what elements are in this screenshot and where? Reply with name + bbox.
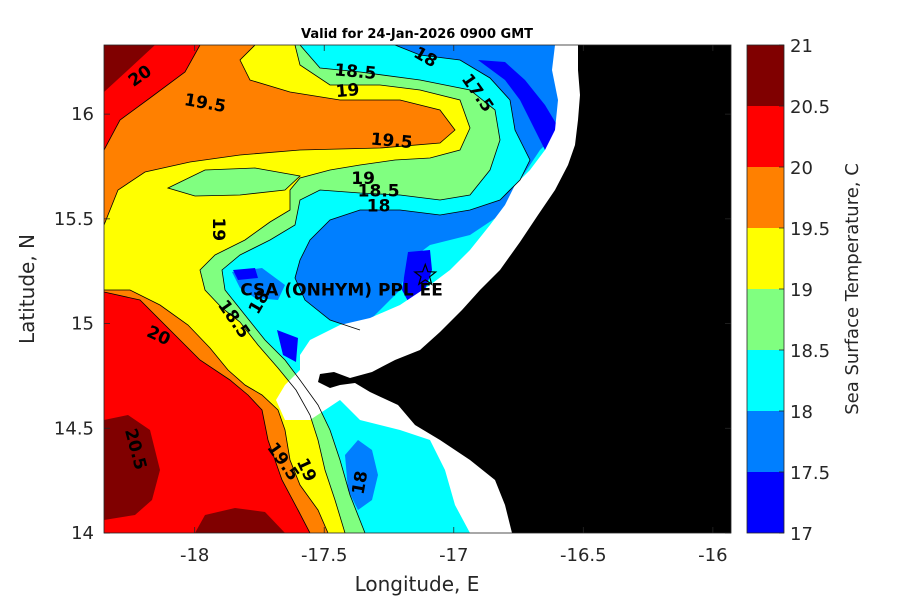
colorbar-label: Sea Surface Temperature, C — [842, 163, 863, 415]
contour-line — [104, 45, 201, 151]
colorbar-segment — [747, 106, 784, 167]
contour-label: 18.5 — [334, 60, 378, 84]
colorbar: 17 17.5 18 18.5 19 19.5 20 20.5 21 — [746, 36, 830, 545]
colorbar-segment — [747, 167, 784, 228]
colorbar-segment — [747, 228, 784, 289]
sst-band-17-17.5-west — [277, 330, 298, 362]
colorbar-tick-label: 17 — [790, 524, 813, 545]
star-icon — [413, 262, 438, 286]
contour-lines — [104, 45, 531, 533]
contour-label: 18 — [367, 196, 391, 216]
contour-line — [104, 289, 329, 533]
colorbar-segment — [747, 350, 784, 411]
y-tick-label: 15 — [71, 314, 94, 335]
colorbar-tick-label: 21 — [790, 36, 813, 57]
contour-label: 19 — [208, 217, 228, 241]
colorbar-tick-label: 20.5 — [790, 97, 830, 118]
y-axis-ticks: 14 14.5 15 15.5 16 — [54, 104, 731, 544]
sst-band-20.5-21-sw — [104, 415, 160, 520]
chart-title: Valid for 24-Jan-2026 0900 GMT — [301, 27, 533, 42]
x-tick-label: -16 — [698, 545, 727, 566]
contour-line — [294, 45, 531, 331]
x-tick-label: -17 — [439, 545, 468, 566]
contour-line — [166, 167, 301, 197]
y-axis-label: Latitude, N — [15, 234, 39, 344]
colorbar-tick-label: 19 — [790, 280, 813, 301]
sst-band-17-17.5-central — [402, 250, 432, 305]
sst-band-17.5-18-south — [345, 440, 378, 510]
x-axis-label: Longitude, E — [355, 572, 480, 596]
colorbar-tick-label: 18 — [790, 402, 813, 423]
colorbar-tick-label: 20 — [790, 158, 813, 179]
colorbar-segment — [747, 45, 784, 106]
land-mass — [318, 45, 731, 533]
contour-label: 19 — [335, 80, 360, 102]
x-tick-label: -18 — [180, 545, 209, 566]
contour-label: 19 — [351, 169, 375, 189]
contour-line — [221, 45, 501, 533]
colorbar-tick-label: 17.5 — [790, 463, 830, 484]
colorbar-segment — [747, 472, 784, 533]
sst-band-17-17.5-north — [478, 60, 560, 150]
colorbar-tick-label: 19.5 — [790, 219, 830, 240]
contour-line — [104, 291, 311, 533]
colorbar-segment — [747, 289, 784, 350]
sst-band-20.5-21-nw — [104, 45, 155, 92]
x-axis-ticks: -18 -17.5 -17 -16.5 -16 — [180, 45, 728, 566]
colorbar-tick-label: 18.5 — [790, 341, 830, 362]
y-tick-label: 15.5 — [54, 209, 94, 230]
plot-frame — [103, 44, 732, 534]
contour-line — [104, 45, 456, 226]
contour-line — [199, 45, 471, 533]
sst-band-18.5-19-inner — [168, 168, 300, 196]
station-marker-group: CSA (ONHYM) PPL EE — [240, 262, 443, 300]
colorbar-segment — [747, 411, 784, 472]
y-tick-label: 14.5 — [54, 418, 94, 439]
station-label: CSA (ONHYM) PPL EE — [240, 280, 443, 300]
sst-band-20.5-21-south — [195, 508, 285, 533]
x-tick-label: -16.5 — [560, 545, 607, 566]
contour-label: 18 — [349, 469, 373, 496]
y-tick-label: 16 — [71, 104, 94, 125]
contour-label: 19.5 — [370, 130, 414, 154]
x-tick-label: -17.5 — [301, 545, 348, 566]
contour-label: 18.5 — [358, 182, 400, 202]
sst-band-17-17.5-dot — [233, 268, 258, 280]
y-tick-label: 14 — [71, 523, 94, 544]
